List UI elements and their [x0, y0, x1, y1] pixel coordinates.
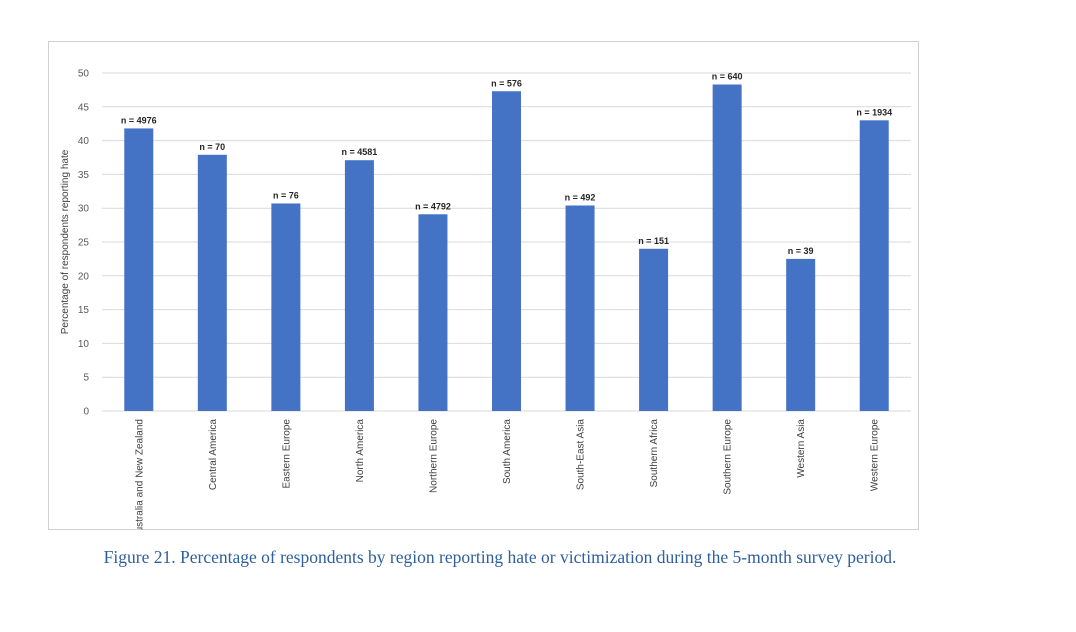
- y-tick-label: 30: [78, 204, 90, 215]
- x-tick-label: Southern Europe: [723, 419, 734, 495]
- x-tick-label: Northern Europe: [428, 419, 439, 493]
- x-tick-label: Australia and New Zealand: [134, 419, 145, 531]
- y-tick-label: 15: [78, 305, 90, 316]
- y-tick-label: 0: [83, 407, 89, 418]
- x-axis-categories: Australia and New Zealand Central America…: [134, 419, 881, 531]
- data-label: n = 76: [273, 190, 299, 200]
- y-axis-title: Percentage of respondents reporting hate: [60, 149, 71, 334]
- x-tick-label: North America: [355, 419, 366, 483]
- bar: [271, 203, 301, 411]
- data-label: n = 492: [565, 192, 596, 202]
- chart-frame: 0 5 10 15 20 25 30 35 40 45 50 n = 4976 n = 70 n = 7…: [48, 41, 919, 530]
- data-labels: n = 4976 n = 70 n = 76 n = 4581 n = 4792 n = …: [121, 71, 892, 255]
- data-label: n = 4792: [415, 201, 451, 211]
- y-tick-label: 50: [78, 69, 90, 80]
- bar: [418, 214, 448, 411]
- y-tick-label: 25: [78, 238, 90, 249]
- data-label: n = 4581: [342, 147, 378, 157]
- x-tick-label: Western Asia: [796, 419, 807, 478]
- bar: [197, 154, 227, 411]
- x-tick-label: Eastern Europe: [281, 419, 292, 489]
- data-label: n = 39: [788, 246, 814, 256]
- data-label: n = 1934: [856, 107, 892, 117]
- x-tick-label: Central America: [208, 419, 219, 491]
- figure-caption: Figure 21. Percentage of respondents by …: [103, 547, 897, 567]
- data-label: n = 4976: [121, 115, 157, 125]
- data-label: n = 576: [491, 78, 522, 88]
- x-tick-label: South America: [502, 419, 513, 484]
- data-label: n = 640: [712, 71, 743, 81]
- bar-chart: 0 5 10 15 20 25 30 35 40 45 50 n = 4976 n = 70 n = 7…: [60, 69, 911, 531]
- x-tick-label: Western Europe: [870, 419, 881, 492]
- bar: [124, 128, 154, 411]
- bar: [712, 84, 742, 411]
- y-tick-label: 5: [83, 373, 89, 384]
- data-label: n = 70: [199, 142, 225, 152]
- bar: [344, 160, 374, 411]
- bar: [565, 205, 595, 411]
- bars: [124, 84, 889, 411]
- y-tick-label: 40: [78, 136, 90, 147]
- y-tick-label: 20: [78, 271, 90, 282]
- y-axis-ticks: 0 5 10 15 20 25 30 35 40 45 50: [78, 69, 90, 418]
- x-tick-label: South-East Asia: [576, 419, 587, 491]
- bar: [859, 120, 889, 411]
- x-tick-label: Southern Africa: [649, 419, 660, 488]
- bar: [639, 248, 669, 411]
- bar: [786, 258, 816, 411]
- bar: [492, 91, 521, 411]
- y-tick-label: 10: [78, 339, 90, 350]
- data-label: n = 151: [638, 236, 669, 246]
- y-tick-label: 35: [78, 170, 90, 181]
- y-tick-label: 45: [78, 102, 90, 113]
